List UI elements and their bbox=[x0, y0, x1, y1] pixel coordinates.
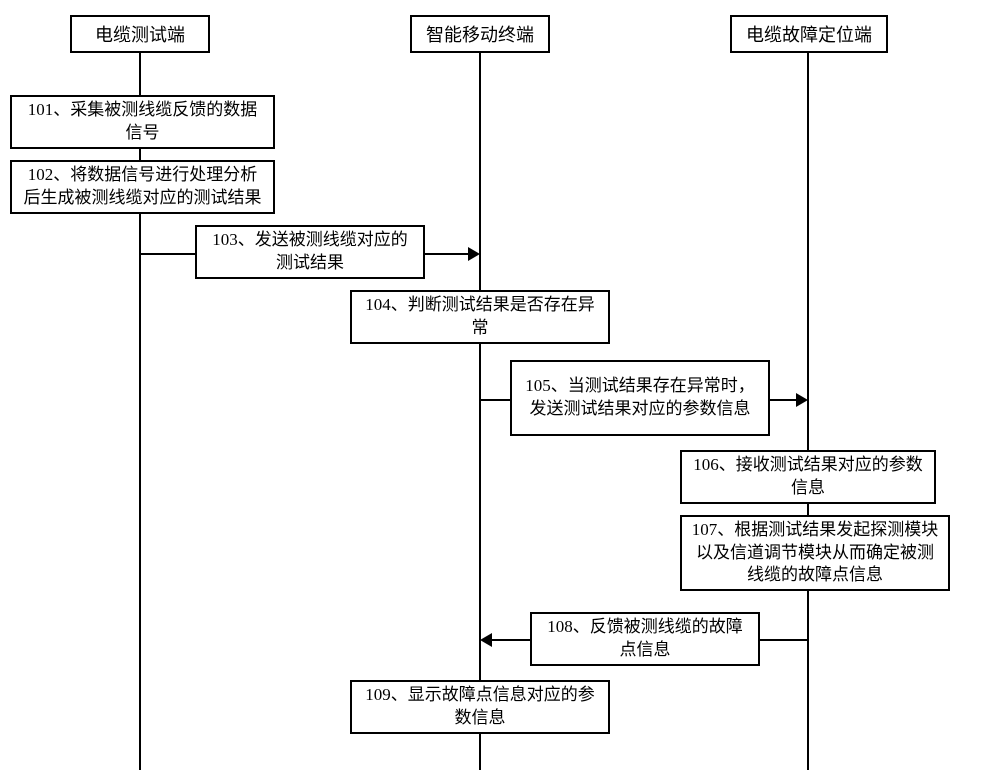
step-104-text: 104、判断测试结果是否存在异常 bbox=[360, 294, 600, 340]
step-107: 107、根据测试结果发起探测模块以及信道调节模块从而确定被测线缆的故障点信息 bbox=[680, 515, 950, 591]
step-101: 101、采集被测线缆反馈的数据信号 bbox=[10, 95, 275, 149]
arrow-108-head bbox=[480, 633, 492, 647]
step-107-text: 107、根据测试结果发起探测模块以及信道调节模块从而确定被测线缆的故障点信息 bbox=[690, 519, 940, 588]
step-108: 108、反馈被测线缆的故障点信息 bbox=[530, 612, 760, 666]
lane-header-mid: 智能移动终端 bbox=[410, 15, 550, 53]
arrow-103-head bbox=[468, 247, 480, 261]
step-101-text: 101、采集被测线缆反馈的数据信号 bbox=[20, 99, 265, 145]
step-105-text: 105、当测试结果存在异常时，发送测试结果对应的参数信息 bbox=[520, 375, 760, 421]
arrow-105-head bbox=[796, 393, 808, 407]
step-106-text: 106、接收测试结果对应的参数信息 bbox=[690, 454, 926, 500]
step-102-text: 102、将数据信号进行处理分析后生成被测线缆对应的测试结果 bbox=[20, 164, 265, 210]
step-103: 103、发送被测线缆对应的测试结果 bbox=[195, 225, 425, 279]
diagram-canvas: 电缆测试端 智能移动终端 电缆故障定位端 101、采集被测线缆反馈的数据信号 1… bbox=[0, 0, 1000, 780]
step-108-text: 108、反馈被测线缆的故障点信息 bbox=[540, 616, 750, 662]
lane-header-mid-label: 智能移动终端 bbox=[426, 21, 534, 47]
step-106: 106、接收测试结果对应的参数信息 bbox=[680, 450, 936, 504]
step-109: 109、显示故障点信息对应的参数信息 bbox=[350, 680, 610, 734]
step-103-text: 103、发送被测线缆对应的测试结果 bbox=[205, 229, 415, 275]
lifeline-right bbox=[807, 53, 809, 770]
lane-header-left: 电缆测试端 bbox=[70, 15, 210, 53]
lane-header-left-label: 电缆测试端 bbox=[95, 21, 185, 47]
lane-header-right: 电缆故障定位端 bbox=[730, 15, 888, 53]
lane-header-right-label: 电缆故障定位端 bbox=[746, 21, 872, 47]
lifeline-mid bbox=[479, 53, 481, 770]
step-109-text: 109、显示故障点信息对应的参数信息 bbox=[360, 684, 600, 730]
step-105: 105、当测试结果存在异常时，发送测试结果对应的参数信息 bbox=[510, 360, 770, 436]
step-102: 102、将数据信号进行处理分析后生成被测线缆对应的测试结果 bbox=[10, 160, 275, 214]
step-104: 104、判断测试结果是否存在异常 bbox=[350, 290, 610, 344]
